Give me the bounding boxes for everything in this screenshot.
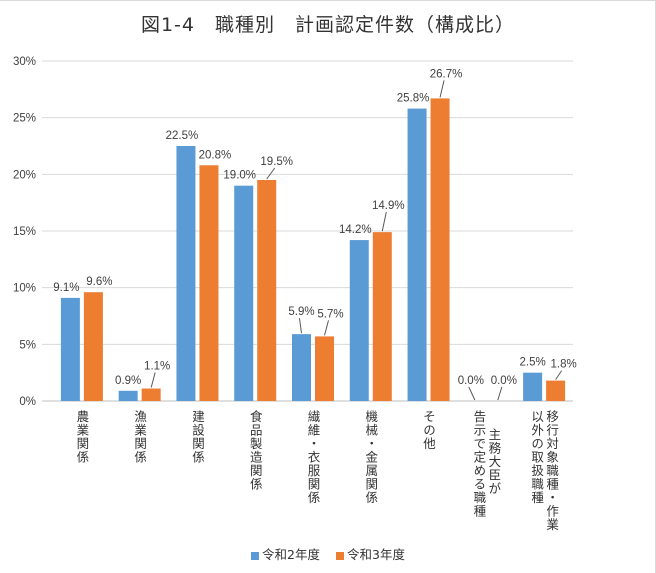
leader-line (555, 370, 563, 380)
x-tick-label-line: 漁業関係 (132, 410, 148, 464)
y-tick-label: 0% (19, 396, 36, 408)
leader-line (324, 320, 329, 336)
bar (523, 372, 543, 401)
bar (349, 240, 369, 401)
legend-item: 令和2年度 (251, 544, 320, 563)
data-label: 22.5% (166, 130, 199, 142)
x-tick-label: 主務大臣が 告示で定める職種 (471, 410, 501, 518)
bar (372, 232, 392, 401)
x-tick-label: 漁業関係 (132, 410, 147, 464)
legend-swatch (251, 551, 260, 560)
x-tick-label-line: 機械・金属関係 (363, 410, 379, 505)
bar (118, 390, 138, 401)
data-label: 0.9% (115, 375, 141, 387)
chart-title: 図1-4 職種別 計画認定件数（構成比） (140, 14, 516, 36)
data-label: 20.8% (199, 149, 232, 161)
x-tick-label-line: 農業関係 (74, 410, 90, 464)
x-tick-label: 建設関係 (190, 410, 205, 464)
x-tick-label: 移行対象職種・作業 以外の取扱職種 (529, 410, 559, 532)
y-tick-label: 30% (13, 56, 36, 68)
x-tick-label-line: 以外の取扱職種 (529, 410, 545, 505)
data-label: 19.5% (260, 156, 293, 168)
data-label: 14.9% (372, 200, 405, 212)
data-label: 26.7% (430, 68, 463, 80)
x-tick-label-line: その他 (421, 410, 437, 451)
bar (257, 180, 277, 401)
x-tick-label-line: 移行対象職種・作業 (544, 410, 560, 532)
bar (546, 380, 566, 401)
bar (199, 165, 219, 401)
bar (60, 297, 80, 401)
x-tick-label-line: 建設関係 (189, 410, 205, 464)
bar (141, 388, 161, 401)
x-tick-label: 農業関係 (74, 410, 89, 464)
y-tick-label: 20% (13, 169, 36, 181)
x-tick-label: 繊維・衣服関係 (306, 410, 321, 505)
y-tick-label: 25% (13, 113, 36, 125)
bar (234, 185, 254, 401)
y-tick-label: 15% (13, 226, 36, 238)
x-tick-label: 食品製造関係 (248, 410, 263, 491)
data-label: 9.1% (53, 282, 79, 294)
legend-label: 令和2年度 (262, 547, 320, 562)
leader-line (439, 80, 445, 98)
data-label: 1.8% (551, 359, 577, 371)
leader-line (299, 318, 302, 334)
x-tick-label: その他 (421, 410, 436, 451)
legend-label: 令和3年度 (347, 547, 405, 562)
data-label: 9.6% (86, 276, 112, 288)
leader-line (468, 386, 476, 401)
data-label: 14.2% (339, 224, 372, 236)
bar (315, 336, 334, 401)
data-label: 0.0% (458, 375, 484, 387)
x-tick-label: 機械・金属関係 (363, 410, 378, 505)
bar (292, 334, 311, 401)
legend-item: 令和3年度 (336, 544, 405, 563)
leader-line (497, 386, 503, 401)
bar (83, 292, 103, 401)
data-label: 2.5% (520, 357, 546, 369)
x-tick-label-line: 食品製造関係 (247, 410, 263, 491)
x-tick-label-line: 主務大臣が (486, 428, 502, 496)
data-label: 5.7% (317, 308, 343, 320)
bar (176, 146, 196, 401)
data-label: 25.8% (397, 93, 430, 105)
x-tick-label-line: 繊維・衣服関係 (305, 410, 321, 505)
y-tick-label: 5% (19, 339, 36, 351)
data-label: 19.0% (223, 170, 256, 182)
y-tick-label: 10% (13, 283, 36, 295)
leader-line (381, 212, 387, 232)
legend: 令和2年度 令和3年度 (0, 544, 656, 563)
leader-line (150, 372, 156, 388)
bar (430, 98, 450, 402)
x-tick-label-line: 告示で定める職種 (471, 410, 487, 518)
leader-line (266, 167, 276, 180)
data-label: 0.0% (491, 375, 517, 387)
legend-swatch (336, 551, 344, 560)
bar (407, 108, 427, 401)
data-label: 1.1% (144, 361, 170, 373)
data-label: 5.9% (288, 306, 314, 318)
